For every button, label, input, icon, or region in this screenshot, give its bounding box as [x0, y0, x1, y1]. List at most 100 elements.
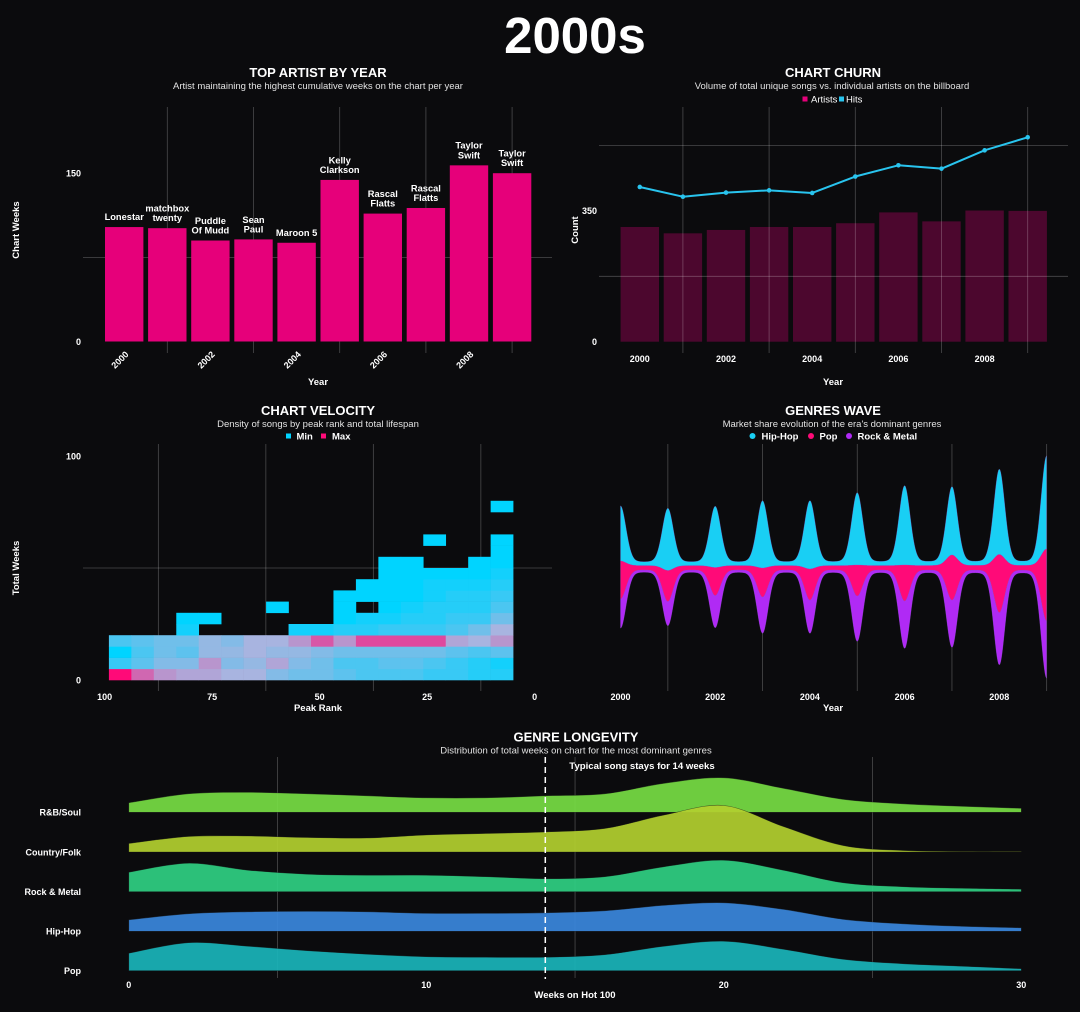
x-tick-label: 100 — [97, 692, 112, 702]
y-axis-label: Count — [570, 215, 581, 243]
heatmap-cell — [445, 612, 469, 625]
heatmap-cell — [333, 646, 357, 658]
genre-label: Pop — [64, 966, 82, 976]
bar-label-line: Maroon 5 — [276, 228, 317, 238]
heatmap-cell — [311, 646, 334, 658]
bar-label: matchbox twenty — [145, 204, 190, 224]
heatmap-cell — [355, 635, 379, 647]
heatmap-cell — [378, 556, 402, 569]
hits-point-2008 — [982, 148, 987, 153]
bar-label: Puddle Of Mudd — [192, 216, 230, 236]
heatmap-cell — [400, 579, 424, 591]
ridge-rock-metal — [128, 859, 1022, 892]
heatmap-cell — [490, 556, 514, 569]
heatmap-cell — [445, 590, 469, 602]
chart-subtitle: Density of songs by peak rank and total … — [217, 419, 419, 430]
hits-point-2009 — [1025, 134, 1030, 140]
y-axis-label: Chart Weeks — [11, 201, 22, 258]
bar-2006 — [363, 213, 402, 342]
x-tick-label: 2002 — [716, 354, 736, 364]
hits-point-2004 — [809, 190, 815, 196]
heatmap-cell — [153, 635, 177, 647]
plot-area: R&B/Soul Country/Folk Rock & Metal Hip-Hop P… — [24, 777, 1026, 990]
heatmap-cell — [490, 534, 514, 546]
bar-2005 — [320, 179, 359, 342]
heatmap-cell — [423, 612, 447, 625]
heatmap-cell — [468, 579, 491, 591]
gridlines — [599, 107, 1068, 353]
x-tick-label: 2006 — [895, 692, 915, 702]
hits-point-2007 — [939, 166, 944, 171]
legend: Min Max — [286, 432, 351, 443]
heatmap-cell — [423, 624, 447, 636]
heatmap-cell — [445, 579, 469, 591]
chart-subtitle: Artist maintaining the highest cumulativ… — [173, 81, 463, 92]
artists-bar-2009 — [1008, 210, 1047, 342]
heatmap-cell — [445, 668, 469, 681]
bar-2000 — [105, 227, 144, 342]
heatmap-cell — [445, 624, 469, 636]
heatmap-cell — [333, 601, 357, 614]
bar-label-line: Lonestar — [105, 212, 145, 222]
heatmap-cell — [176, 668, 200, 681]
heatmap-cell — [355, 579, 379, 591]
heatmap-cell — [378, 624, 402, 636]
heatmap-cell — [400, 556, 424, 569]
heatmap-cell — [468, 601, 491, 614]
heatmap-cell — [221, 668, 244, 681]
x-axis-label: Year — [308, 377, 328, 388]
heatmap-cell — [266, 635, 289, 647]
median-annotation: Typical song stays for 14 weeks — [544, 757, 715, 979]
chart-subtitle: Market share evolution of the era's domi… — [723, 419, 942, 430]
artists-bar-2002 — [706, 229, 746, 342]
chart-title: GENRES WAVE — [785, 403, 881, 418]
heatmap-cell — [153, 657, 177, 670]
bar-2009 — [492, 173, 532, 342]
chart-chart-churn: CHART CHURN Volume of total unique songs… — [570, 65, 1068, 388]
heatmap-cell — [445, 568, 469, 580]
heatmap-cell — [423, 657, 447, 670]
heatmap-cell — [288, 624, 312, 636]
heatmap-cell — [468, 624, 491, 636]
heatmap-cell — [490, 545, 514, 558]
x-tick-label: 30 — [1016, 980, 1026, 990]
heatmap-cell — [400, 612, 424, 625]
heatmap-cell — [311, 624, 334, 636]
hits-point-2006 — [896, 163, 901, 168]
bar-label: Taylor Swift — [498, 149, 526, 169]
heatmap-cell — [378, 657, 402, 670]
legend-label-max: Max — [332, 432, 351, 443]
x-tick-label: 2008 — [975, 354, 995, 364]
bar-label-line: Taylor — [455, 141, 483, 151]
legend: Hip-Hop Pop Rock & Metal — [749, 432, 917, 443]
bar-2007 — [406, 207, 446, 342]
heatmap-cell — [378, 646, 402, 658]
plot-area: 2000 2002 2004 2006 2008 — [610, 455, 1047, 702]
heatmap-cell — [243, 635, 267, 647]
ridge-pop — [128, 940, 1022, 971]
heatmap-cell — [288, 646, 312, 658]
heatmap-cell — [333, 612, 357, 625]
heatmap-cell — [490, 590, 514, 602]
heatmap-cell — [198, 646, 222, 658]
bar-2003 — [234, 239, 273, 342]
heatmap-cell — [378, 590, 402, 602]
ridge-r-b-soul — [128, 777, 1022, 813]
heatmap-cell — [423, 534, 447, 546]
heatmap-cell — [378, 568, 402, 580]
hits-point-2005 — [853, 174, 858, 179]
heatmap-cell — [311, 635, 334, 647]
hits-line — [639, 136, 1028, 198]
heatmap-cell — [311, 668, 334, 681]
heatmap-cell — [468, 612, 491, 625]
heatmap-cell — [333, 590, 357, 602]
artists-bar-2006 — [879, 212, 918, 342]
heatmap-cell — [266, 646, 289, 658]
heatmap-cell — [153, 668, 177, 681]
bar-label-line: Rascal — [368, 189, 398, 199]
heatmap-cell — [468, 668, 491, 681]
bar-label: Kelly Clarkson — [320, 155, 360, 175]
genre-label: Rock & Metal — [24, 887, 81, 897]
y-tick-label: 100 — [66, 451, 81, 461]
